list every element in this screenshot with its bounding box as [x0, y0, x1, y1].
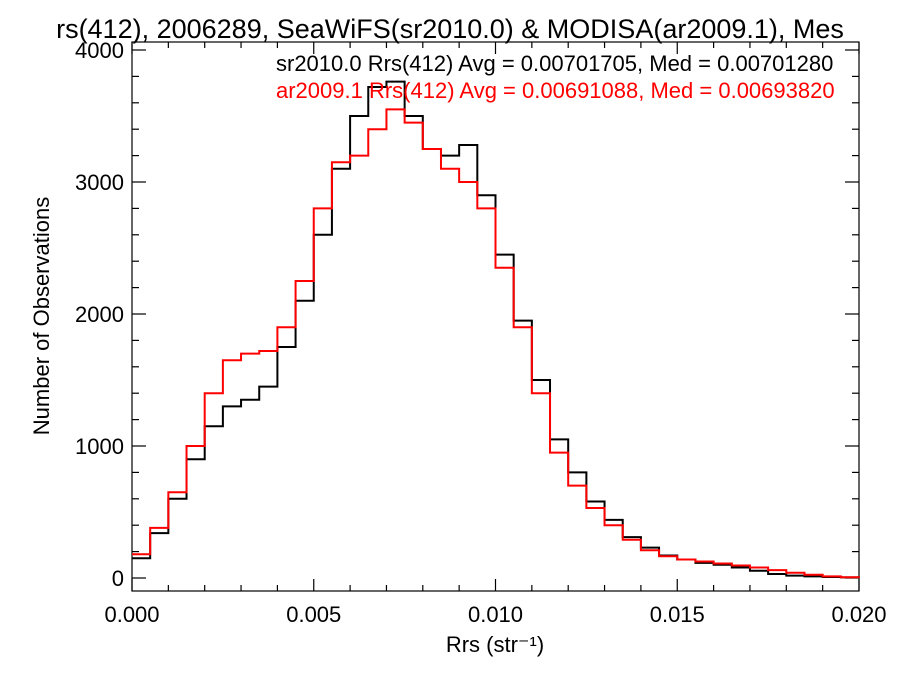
axis-ticks: [131, 42, 860, 591]
x-tick-label: 0.010: [468, 602, 523, 627]
series-lines: [132, 80, 860, 579]
axis-tick-labels: 0.000 0.005 0.010 0.015 0.020 0 1000 2000 3000 40…: [75, 38, 886, 627]
y-axis-label: Number of Observations: [29, 197, 54, 435]
y-tick-label: 4000: [75, 38, 124, 63]
y-tick-label: 1000: [75, 434, 124, 459]
x-tick-label: 0.015: [650, 602, 705, 627]
y-tick-label: 2000: [75, 302, 124, 327]
y-tick-label: 0: [112, 566, 124, 591]
x-tick-label: 0.020: [831, 602, 886, 627]
series-line-2: [132, 108, 860, 579]
legend-entry-series-2: ar2009.1 Rrs(412) Avg = 0.00691088, Med …: [276, 78, 835, 103]
x-axis-label: Rrs (str⁻¹): [446, 632, 544, 657]
y-tick-label: 3000: [75, 170, 124, 195]
chart-title: rs(412), 2006289, SeaWiFS(sr2010.0) & MO…: [56, 14, 844, 44]
x-tick-label: 0.000: [104, 602, 159, 627]
legend-entry-series-1: sr2010.0 Rrs(412) Avg = 0.00701705, Med …: [276, 51, 833, 76]
x-tick-label: 0.005: [286, 602, 341, 627]
